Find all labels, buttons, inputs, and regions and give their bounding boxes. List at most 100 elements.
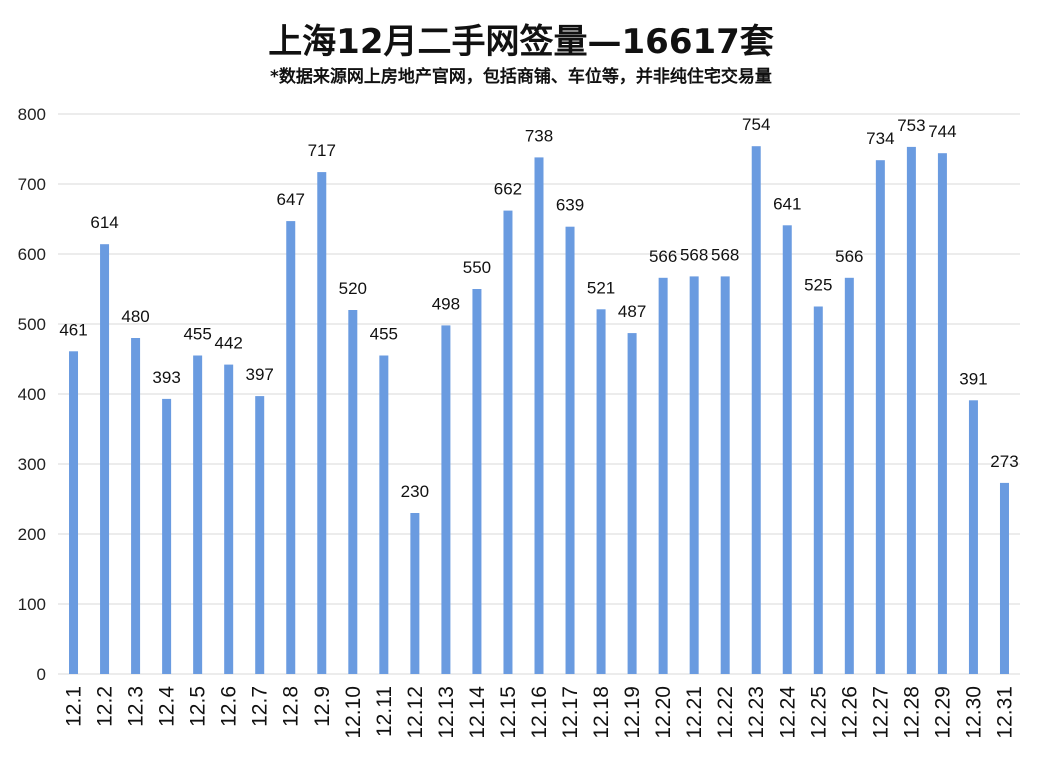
x-tick-label: 12.14 — [466, 686, 489, 739]
y-axis-ticks: 0 100 200 300 400 500 600 700 800 — [18, 105, 46, 684]
data-label: 487 — [618, 302, 646, 321]
bar — [782, 225, 792, 675]
bars — [69, 146, 1009, 675]
data-label: 744 — [928, 122, 956, 141]
y-tick-label: 500 — [18, 315, 46, 334]
chart-title: 上海12月二手网签量—16617套 — [268, 22, 774, 62]
bar — [503, 210, 513, 674]
data-label: 641 — [773, 194, 801, 213]
bar — [658, 277, 668, 674]
x-tick-label: 12.18 — [590, 686, 613, 739]
x-axis-ticks: 12.1 12.2 12.3 12.4 12.5 12.6 12.7 12.8 12.9 12.1… — [63, 686, 1017, 739]
bar — [844, 277, 854, 674]
x-tick-label: 12.10 — [342, 686, 365, 739]
data-label: 717 — [308, 141, 336, 160]
y-tick-label: 600 — [18, 245, 46, 264]
x-tick-label: 12.5 — [187, 686, 210, 727]
bar — [100, 244, 110, 674]
y-tick-label: 100 — [18, 595, 46, 614]
bar — [689, 276, 699, 674]
data-label: 461 — [59, 320, 87, 339]
x-tick-label: 12.20 — [652, 686, 675, 739]
x-tick-label: 12.15 — [497, 686, 520, 739]
data-label: 230 — [401, 482, 429, 501]
bar — [999, 482, 1009, 674]
x-tick-label: 12.9 — [311, 686, 334, 727]
data-label: 455 — [370, 325, 398, 344]
data-label: 393 — [152, 368, 180, 387]
data-label: 738 — [525, 126, 553, 145]
data-label: 397 — [246, 365, 274, 384]
y-tick-label: 300 — [18, 455, 46, 474]
bar — [410, 513, 420, 674]
data-label: 521 — [587, 278, 615, 297]
y-tick-label: 400 — [18, 385, 46, 404]
bar — [193, 355, 203, 674]
y-tick-label: 200 — [18, 525, 46, 544]
bar — [937, 153, 947, 674]
x-tick-label: 12.28 — [900, 686, 923, 739]
bar — [968, 400, 978, 674]
x-tick-label: 12.7 — [249, 686, 272, 727]
x-tick-label: 12.12 — [404, 686, 427, 739]
bar — [162, 398, 172, 674]
bar — [224, 364, 234, 674]
x-tick-label: 12.25 — [807, 686, 830, 739]
x-tick-label: 12.17 — [559, 686, 582, 739]
x-tick-label: 12.22 — [714, 686, 737, 739]
data-label: 566 — [649, 247, 677, 266]
x-tick-label: 12.29 — [931, 686, 954, 739]
x-tick-label: 12.19 — [621, 686, 644, 739]
bar — [596, 309, 606, 674]
y-tick-label: 0 — [37, 665, 46, 684]
bar — [348, 310, 358, 674]
data-label: 455 — [183, 325, 211, 344]
y-tick-label: 800 — [18, 105, 46, 124]
bar — [441, 325, 451, 674]
bar — [627, 333, 637, 674]
data-label: 273 — [990, 452, 1018, 471]
x-tick-label: 12.30 — [962, 686, 985, 739]
bar — [286, 221, 296, 674]
x-tick-label: 12.8 — [280, 686, 303, 727]
x-tick-label: 12.24 — [776, 686, 799, 739]
data-label: 498 — [432, 294, 460, 313]
x-tick-label: 12.3 — [125, 686, 148, 727]
data-label: 754 — [742, 115, 770, 134]
data-label: 662 — [494, 180, 522, 199]
x-tick-label: 12.13 — [435, 686, 458, 739]
data-label: 391 — [959, 369, 987, 388]
bar — [534, 157, 544, 674]
chart-subtitle: *数据来源网上房地产官网，包括商铺、车位等，并非纯住宅交易量 — [270, 67, 772, 87]
data-label: 442 — [214, 334, 242, 353]
x-tick-label: 12.26 — [838, 686, 861, 739]
data-label: 614 — [90, 213, 118, 232]
data-label: 639 — [556, 196, 584, 215]
bar — [565, 226, 575, 674]
data-label: 568 — [680, 245, 708, 264]
data-label: 550 — [463, 258, 491, 277]
x-tick-label: 12.6 — [218, 686, 241, 727]
bar — [720, 276, 730, 674]
data-label: 734 — [866, 129, 894, 148]
x-tick-label: 12.11 — [373, 686, 396, 737]
x-tick-label: 12.27 — [869, 686, 892, 739]
bar — [813, 306, 823, 674]
y-tick-label: 700 — [18, 175, 46, 194]
x-tick-label: 12.31 — [993, 686, 1016, 739]
x-tick-label: 12.16 — [528, 686, 551, 739]
bar — [317, 172, 327, 674]
x-tick-label: 12.21 — [683, 686, 706, 739]
data-label: 480 — [121, 307, 149, 326]
x-tick-label: 12.1 — [63, 686, 86, 727]
bar — [751, 146, 761, 674]
x-tick-label: 12.23 — [745, 686, 768, 739]
x-tick-label: 12.4 — [156, 686, 179, 727]
x-tick-label: 12.2 — [94, 686, 117, 727]
bar — [69, 351, 79, 674]
bar — [875, 160, 885, 674]
bar — [472, 289, 482, 674]
data-label: 525 — [804, 276, 832, 295]
